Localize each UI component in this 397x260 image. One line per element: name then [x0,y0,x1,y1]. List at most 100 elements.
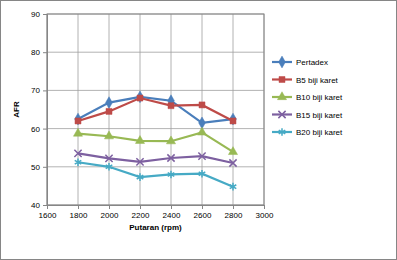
marker [104,131,113,139]
tick: 1600 [39,205,57,220]
marker [135,136,144,144]
marker [137,173,144,181]
x-axis-title: Putaran (rpm) [129,223,182,232]
tick: 1800 [70,205,88,220]
line [78,153,233,163]
tick-label: 3000 [256,211,274,220]
marker [230,113,237,125]
tick-mark [43,90,47,91]
tick: 2000 [101,205,119,220]
legend-item: B5 biji karet [272,76,339,85]
marker [168,171,175,179]
series [73,127,237,154]
marker [198,152,205,159]
tick-label: 50 [31,163,40,172]
legend-marker [279,56,286,68]
line [78,132,233,151]
tick: 2400 [163,205,181,220]
legend-label: B20 biji karet [296,128,343,137]
legend-label: B15 biji karet [296,111,343,120]
marker [230,183,237,191]
grid-line [233,14,234,205]
marker [106,108,112,114]
line [78,162,233,186]
marker [137,95,143,101]
tick-mark [171,205,172,209]
tick-mark [202,205,203,209]
tick-label: 2400 [163,211,181,220]
tick-label: 2800 [225,211,243,220]
tick-label: 40 [31,201,40,210]
plot: 1600 1800 2000 2200 2400 2600 2800 3000 40 50 60 70… [31,10,274,220]
tick-label: 60 [31,125,40,134]
tick: 3000 [256,205,274,220]
marker [137,91,144,103]
tick-label: 2000 [101,211,119,220]
tick: 2600 [194,205,212,220]
tick-mark [78,205,79,209]
legend: Pertadex B5 biji karet B10 biji karet B15 b… [272,56,343,137]
marker [197,127,206,135]
grid-line [47,52,264,53]
tick-mark [43,52,47,53]
tick-mark [43,167,47,168]
tick-label: 70 [31,86,40,95]
marker [229,159,236,166]
marker [74,150,81,157]
tick: 40 [31,201,47,210]
legend-marker [278,111,285,118]
tick: 80 [31,48,47,57]
marker [199,102,205,108]
tick-label: 2600 [194,211,212,220]
marker [167,154,174,161]
y-axis-title: AFR [12,101,21,118]
grid-line [78,14,79,205]
tick: 70 [31,86,47,95]
marker [106,163,113,171]
legend-item: B15 biji karet [272,111,343,120]
series [75,91,237,129]
tick-mark [140,205,141,209]
marker [105,155,112,162]
legend-label: B5 biji karet [296,76,339,85]
tick-mark [43,14,47,15]
tick: 60 [31,125,47,134]
legend-marker [279,128,286,136]
line [78,97,233,123]
tick: 90 [31,10,47,19]
marker [166,136,175,144]
series [75,158,237,190]
series [74,150,236,167]
tick: 2800 [225,205,243,220]
grid [47,14,264,205]
tick-mark [109,205,110,209]
series [75,95,236,124]
plot-frame [47,14,264,205]
grid-line [47,90,264,91]
tick-mark [43,205,47,206]
tick-mark [264,205,265,209]
legend-item: Pertadex [272,56,328,68]
marker [75,158,82,166]
y-axis: 40 50 60 70 80 90 [31,10,47,210]
marker [136,158,143,165]
tick: 50 [31,163,47,172]
marker [73,128,82,136]
tick: 2200 [132,205,150,220]
grid-line [47,166,264,167]
marker [199,170,206,178]
series-group [73,91,237,190]
tick-label: 1800 [70,211,88,220]
marker [75,113,82,125]
marker [230,118,236,124]
marker [168,103,174,109]
legend-item: B20 biji karet [272,128,343,137]
legend-item: B10 biji karet [272,92,343,102]
marker [228,147,237,155]
legend-marker [277,92,286,100]
marker [75,118,81,124]
tick-mark [43,129,47,130]
chart-border [1,1,397,260]
tick-label: 2200 [132,211,150,220]
legend-marker [279,77,285,83]
